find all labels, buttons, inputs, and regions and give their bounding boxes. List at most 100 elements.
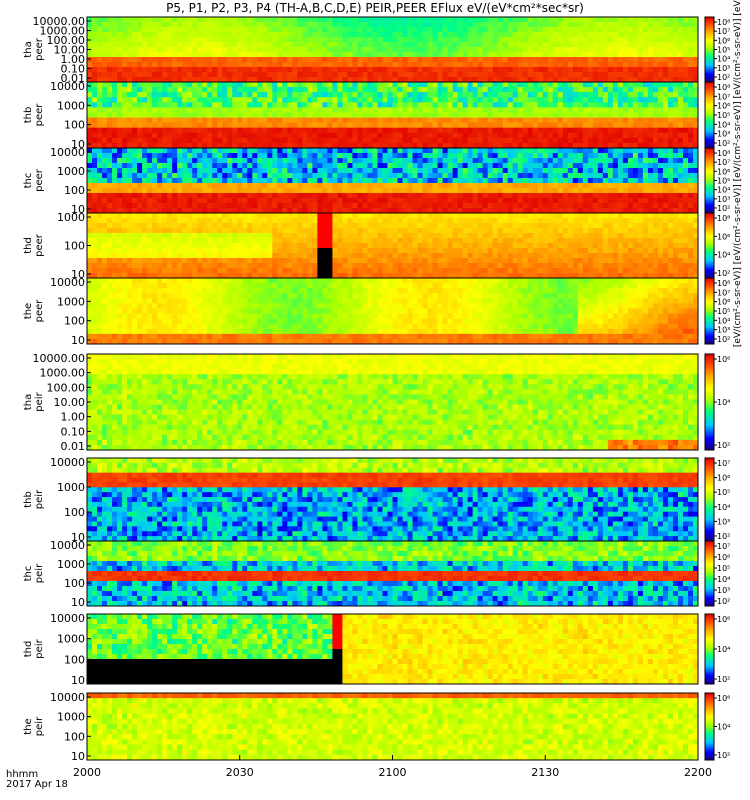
heatmap-cell xyxy=(162,188,168,194)
heatmap-cell xyxy=(632,153,639,159)
heatmap-cell xyxy=(637,122,644,129)
heatmap-cell xyxy=(557,112,564,118)
heatmap-cell xyxy=(507,82,514,88)
heatmap-cell xyxy=(472,32,479,38)
heatmap-cell xyxy=(652,158,659,164)
heatmap-cell xyxy=(212,173,218,179)
heatmap-cell xyxy=(297,168,303,174)
heatmap-cell xyxy=(627,37,634,43)
heatmap-cell xyxy=(187,132,193,139)
heatmap-cell xyxy=(382,168,388,174)
heatmap-cell xyxy=(477,112,484,118)
heatmap-cell xyxy=(257,158,263,164)
heatmap-cell xyxy=(192,132,198,139)
heatmap-cell xyxy=(607,198,614,204)
panel-label-probe: thb xyxy=(23,107,34,124)
heatmap-cell xyxy=(207,158,213,164)
heatmap-cell xyxy=(192,52,198,58)
heatmap-cell xyxy=(397,42,403,48)
heatmap-cell xyxy=(452,198,459,204)
heatmap-cell xyxy=(487,17,494,23)
heatmap-cell xyxy=(567,47,574,53)
heatmap-cell xyxy=(572,158,579,164)
heatmap-cell xyxy=(667,168,674,174)
heatmap-cell xyxy=(582,188,589,194)
heatmap-cell xyxy=(637,77,644,83)
heatmap-cell xyxy=(392,117,398,124)
heatmap-cell xyxy=(482,87,489,93)
heatmap-cell xyxy=(332,87,338,93)
heatmap-cell xyxy=(547,153,554,159)
heatmap-cell xyxy=(572,193,579,199)
heatmap-cell xyxy=(147,57,153,63)
heatmap-cell xyxy=(472,72,479,78)
colorbar-tick-label: 10⁸ xyxy=(717,149,730,158)
heatmap-cell xyxy=(262,122,268,129)
heatmap-cell xyxy=(182,158,188,164)
panel-label-product: peer xyxy=(34,103,45,127)
heatmap-cell xyxy=(577,198,584,204)
heatmap-cell xyxy=(537,137,544,144)
heatmap-cell xyxy=(587,112,594,118)
heatmap-cell xyxy=(497,203,504,209)
heatmap-cell xyxy=(632,52,639,58)
heatmap-cell xyxy=(152,22,158,28)
heatmap-cell xyxy=(437,72,443,78)
heatmap-cell xyxy=(512,102,519,108)
heatmap-cell xyxy=(692,173,699,179)
heatmap-cell xyxy=(157,213,163,219)
heatmap-cell xyxy=(202,198,208,204)
heatmap-cell xyxy=(177,42,183,48)
heatmap-cell xyxy=(342,17,348,23)
heatmap-cell xyxy=(467,203,474,209)
heatmap-cell xyxy=(417,87,423,93)
heatmap-cell xyxy=(622,117,629,124)
heatmap-cell xyxy=(307,208,313,214)
heatmap-cell xyxy=(677,72,684,78)
heatmap-cell xyxy=(692,32,699,38)
heatmap-cell xyxy=(317,27,323,33)
heatmap-cell xyxy=(587,67,594,73)
heatmap-cell xyxy=(332,42,338,48)
heatmap-cell xyxy=(337,148,343,154)
heatmap-cell xyxy=(232,178,238,184)
heatmap-cell xyxy=(337,107,343,113)
heatmap-cell xyxy=(317,82,323,88)
heatmap-cell xyxy=(512,142,519,149)
heatmap-cell xyxy=(247,203,253,209)
heatmap-cell xyxy=(132,107,138,113)
heatmap-cell xyxy=(277,188,283,194)
heatmap-cell xyxy=(587,188,594,194)
heatmap-cell xyxy=(337,72,343,78)
heatmap-cell xyxy=(262,213,268,219)
heatmap-cell xyxy=(587,127,594,134)
heatmap-cell xyxy=(552,137,559,144)
heatmap-cell xyxy=(377,97,383,103)
heatmap-cell xyxy=(267,203,273,209)
heatmap-cell xyxy=(217,117,223,124)
heatmap-cell xyxy=(562,42,569,48)
heatmap-cell xyxy=(162,62,168,68)
heatmap-cell xyxy=(347,37,353,43)
heatmap-cell xyxy=(517,198,524,204)
heatmap-cell xyxy=(457,117,464,124)
heatmap-cell xyxy=(92,72,98,78)
heatmap-cell xyxy=(452,142,459,149)
heatmap-cell xyxy=(107,22,113,28)
heatmap-cell xyxy=(377,87,383,93)
heatmap-cell xyxy=(337,137,343,144)
heatmap-cell xyxy=(507,122,514,129)
heatmap-cell xyxy=(277,203,283,209)
heatmap-cell xyxy=(577,183,584,189)
heatmap-cell xyxy=(582,107,589,113)
heatmap-cell xyxy=(562,153,569,159)
heatmap-cell xyxy=(342,32,348,38)
heatmap-cell xyxy=(142,132,148,139)
heatmap-cell xyxy=(477,213,484,219)
heatmap-cell xyxy=(472,183,479,189)
heatmap-cell xyxy=(517,178,524,184)
heatmap-cell xyxy=(227,32,233,38)
heatmap-cell xyxy=(257,127,263,134)
heatmap-cell xyxy=(352,148,358,154)
heatmap-cell xyxy=(272,97,278,103)
